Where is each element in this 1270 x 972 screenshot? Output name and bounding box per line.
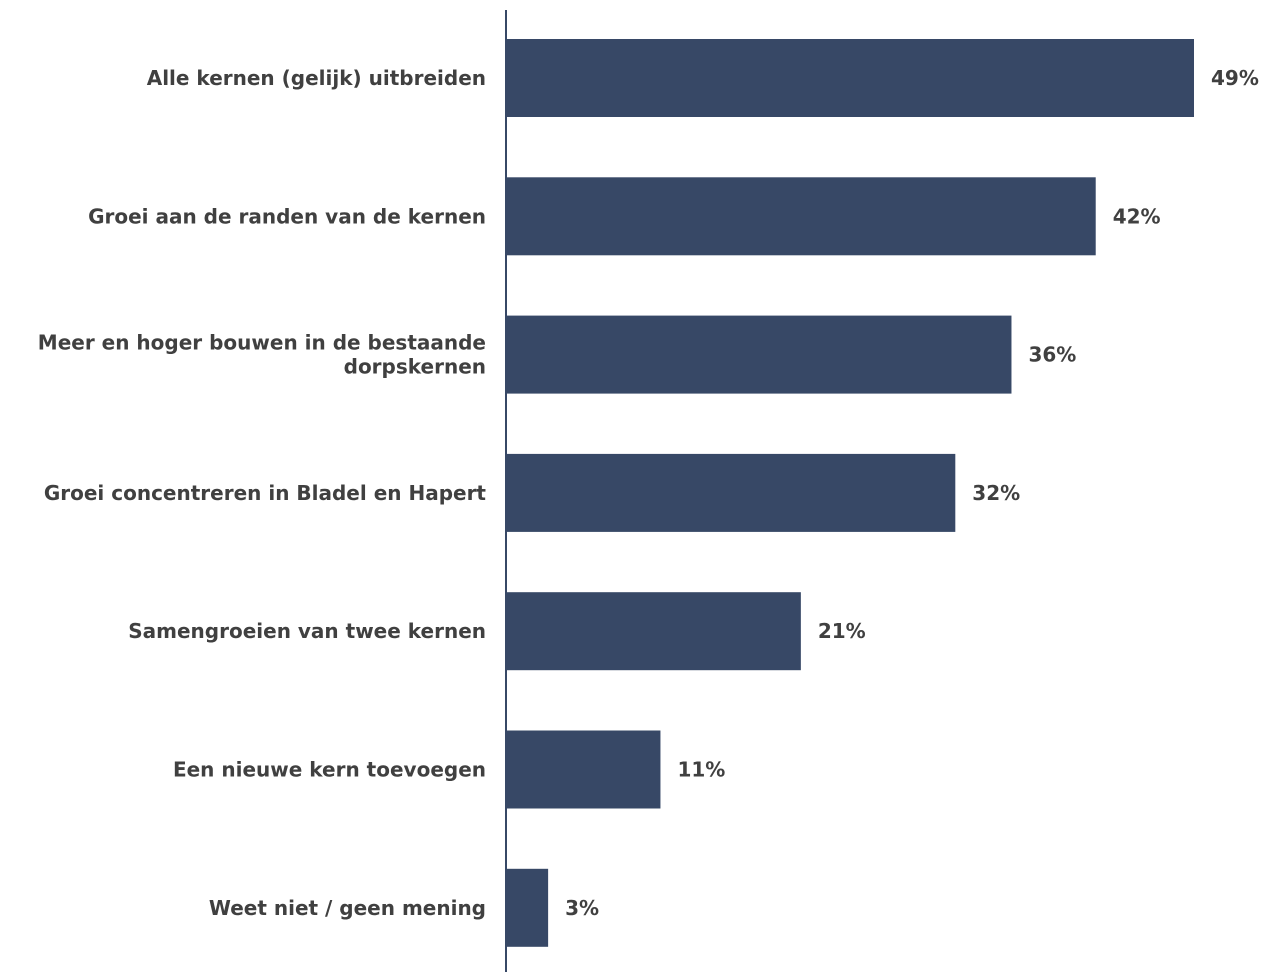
bar-4 [506,453,956,532]
value-label-6: 11% [677,758,725,782]
category-label-line: Meer en hoger bouwen in de bestaande [38,331,486,355]
value-label-2: 42% [1113,204,1161,228]
category-label-line: Samengroeien van twee kernen [128,619,486,643]
category-label-5: Samengroeien van twee kernen [128,619,486,643]
value-label-1: 49% [1211,66,1259,90]
value-label-5: 21% [818,619,866,643]
value-labels-group: 49% 42% 36% 32% 21% 11% 3% [565,66,1259,920]
bar-7 [506,868,549,947]
value-label-7: 3% [565,896,599,920]
bar-2 [506,177,1096,256]
category-label-6: Een nieuwe kern toevoegen [173,758,486,782]
category-label-line: Groei concentreren in Bladel en Hapert [44,481,487,505]
category-label-7: Weet niet / geen mening [209,896,486,920]
category-label-1: Alle kernen (gelijk) uitbreiden [147,66,486,90]
bars-group [506,39,1194,947]
category-labels-group: Alle kernen (gelijk) uitbreiden Groei aan… [38,66,487,920]
category-label-2: Groei aan de randen van de kernen [88,204,486,228]
category-label-line: dorpskernen [344,355,486,379]
category-label-4: Groei concentreren in Bladel en Hapert [44,481,487,505]
bar-6 [506,730,661,809]
category-label-line: Weet niet / geen mening [209,896,486,920]
bar-5 [506,592,801,671]
category-label-line: Alle kernen (gelijk) uitbreiden [147,66,486,90]
category-label-3: Meer en hoger bouwen in de bestaande dorp… [38,331,486,379]
category-label-line: Een nieuwe kern toevoegen [173,758,486,782]
value-label-3: 36% [1028,343,1076,367]
value-label-4: 32% [972,481,1020,505]
category-label-line: Groei aan de randen van de kernen [88,204,486,228]
bar-3 [506,315,1012,394]
bar-1 [506,39,1194,117]
